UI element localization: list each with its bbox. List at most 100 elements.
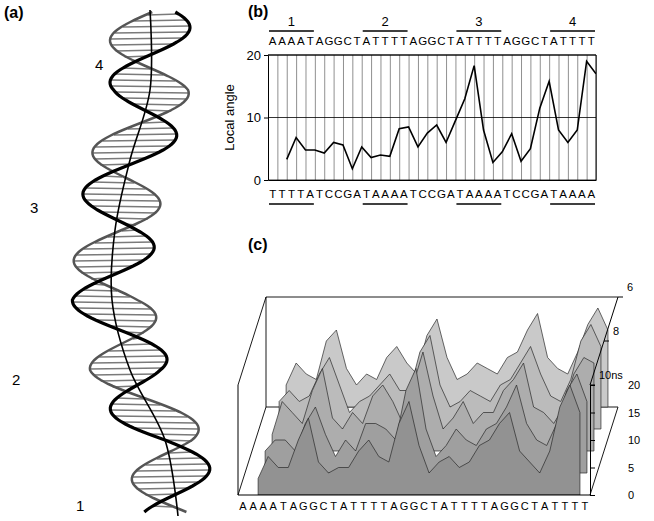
segment-label: 4 [95,56,103,73]
backbone [72,12,209,512]
base-pair [117,398,144,399]
segment-underline [363,203,408,205]
base-pair [148,14,179,15]
data-line [287,61,596,169]
box-edge [238,297,266,385]
surface-slice [258,385,580,495]
z-tick: 5 [590,462,634,474]
y-tick-label: 10 [247,110,261,125]
tick-mark [264,55,268,56]
y-axis: 0 10 20 [247,48,269,188]
base-pair [114,416,187,417]
z-tick-label: 20 [628,379,640,391]
panel-label: (c) [248,236,268,253]
base-pair [122,98,187,99]
segment-underline [269,203,314,205]
base-pair [132,482,199,483]
bottom-strand: TTTTATCCGATAAAATCCGATAAAATCCGATAAAA [269,188,595,200]
segment-label: 3 [30,199,38,216]
segment-label: 2 [382,14,389,29]
base-pair [157,458,203,459]
segment-label: 1 [288,14,295,29]
base-pair [84,314,156,315]
base-pair [110,410,175,411]
y-tick-label: 20 [247,48,261,63]
base-pair [95,242,153,243]
box-edge [266,297,267,407]
tick-mark [590,440,595,441]
segment-label: 4 [569,14,576,29]
z-tick-label: 5 [628,462,634,474]
segment-bar [550,30,595,32]
plot-area [287,61,596,169]
y-tick: 20 [247,48,268,63]
base-pair [101,212,156,213]
base-pair [133,104,182,105]
base-pair [134,20,186,21]
panel-label: (b) [248,3,268,20]
x-axis-line [238,495,590,496]
base-pair [92,152,159,153]
z-tick-label: 15 [628,407,640,419]
helix-axis [111,10,178,516]
figure: (a)1234(b)01020Local angleAAAATAGGCTATTT… [0,0,654,521]
base-pair [74,260,144,261]
base-pair [94,158,146,159]
base-pair [77,254,152,255]
base-pair [128,128,174,129]
z-tick-label: 0 [628,489,634,501]
base-pair [73,302,142,303]
y-axis-title: Local angle [222,84,237,151]
z-tick-label: 10 [628,434,640,446]
base-pair [99,356,166,357]
base-pair [110,38,183,39]
base-pair [137,470,210,471]
base-pair [85,188,145,189]
tick-mark [590,385,595,386]
base-pair [115,92,188,93]
z-tick: 0 [590,489,634,501]
x-axis-line [269,180,597,181]
segment-label: 3 [475,14,482,29]
base-pair [121,344,152,345]
grid-line [596,55,597,180]
base-pair [91,206,160,207]
top-strand: AAAATAGGCTATTTTAGGCTATTTTAGGCTATTTT [269,35,595,47]
grid-line [268,55,596,56]
y-grid [268,55,596,180]
panel-label: (a) [4,4,24,21]
tick-mark [590,495,595,496]
frame [268,55,596,56]
z-tick: 15 [590,407,640,419]
base-pair [169,452,192,453]
tick-mark [264,118,268,119]
segment-label: 2 [12,371,20,388]
segment-underline [456,203,501,205]
base-pair [134,428,199,429]
base-pair [92,182,134,183]
tick-mark [590,385,595,386]
panel-b: (b) 0 10 20 Local angle AAAATAGGCTATTTTAGGCTA… [222,3,597,204]
z-tick: 10 [590,434,640,446]
base-pair [75,296,130,297]
sequence-label: AAAATAGGCTATTTTAGGCTATTTTAGGCTATTTT [239,500,588,512]
base-pair [110,80,175,81]
base-pair [75,266,133,267]
base-pair [84,248,154,249]
time-tick-label: 8 [613,325,619,337]
y-axis-line [268,56,269,181]
base-pair [103,140,176,141]
box-edge [266,297,618,298]
backbone [74,12,199,512]
x-tick [596,55,597,180]
base-pair [146,464,209,465]
time-tick-label: 10ns [599,369,623,381]
y-tick: 0 [254,173,268,188]
base-pair [109,350,161,351]
grid-line [268,117,596,118]
box-edge [238,385,239,495]
base-pair [83,194,155,195]
tick-mark [590,413,595,414]
segment-bar [456,30,501,32]
grid-line [268,180,596,181]
